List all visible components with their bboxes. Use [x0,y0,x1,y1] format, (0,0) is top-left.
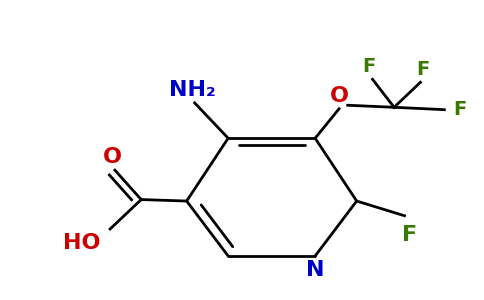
Text: HO: HO [63,233,101,254]
Text: F: F [453,100,466,119]
Text: O: O [330,86,348,106]
Text: O: O [103,147,122,166]
Text: F: F [362,57,376,76]
Text: F: F [402,225,417,244]
Text: N: N [306,260,324,280]
Text: F: F [416,60,429,79]
Text: NH₂: NH₂ [169,80,216,100]
